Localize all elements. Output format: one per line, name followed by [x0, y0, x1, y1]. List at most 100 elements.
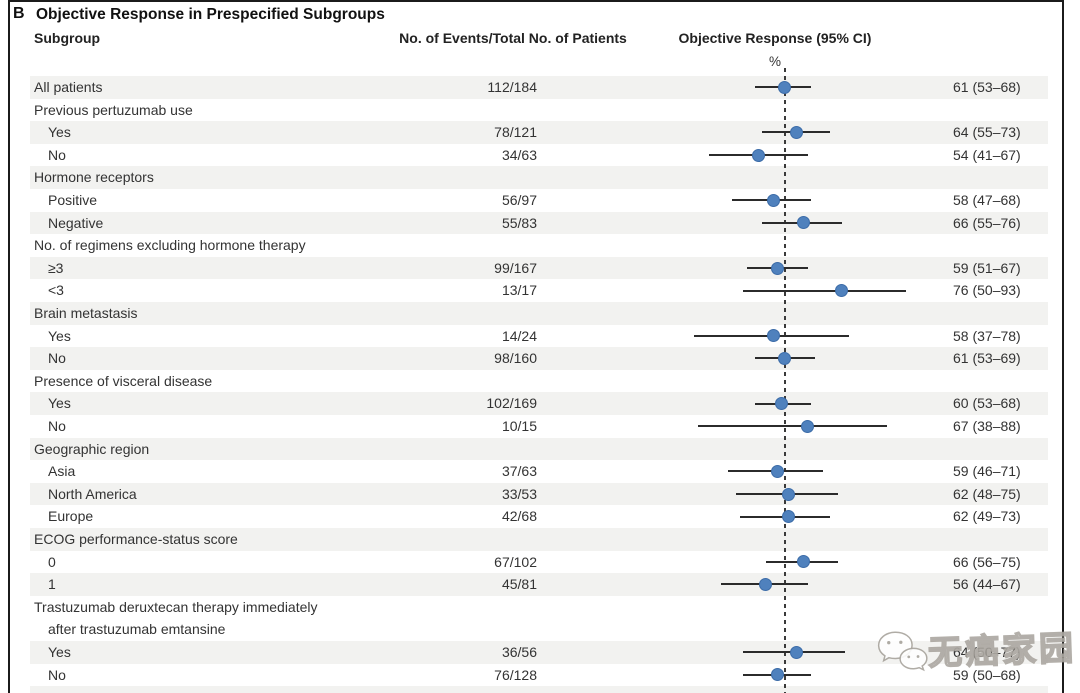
forest-row: ≥3 99/167 59 (51–67): [0, 256, 1080, 280]
row-shading: [30, 347, 1048, 370]
events-count: 14/24: [501, 327, 537, 344]
subgroup-label: Asia: [48, 463, 76, 480]
events-count: 98/160: [494, 350, 537, 367]
watermark: 无癌家园: [875, 613, 1077, 684]
subgroup-label: Trastuzumab deruxtecan therapy immediate…: [34, 598, 318, 638]
forest-row: No. of regimens excluding hormone therap…: [0, 234, 1080, 257]
figure-border-top: [8, 0, 1064, 2]
response-value: 59 (51–67): [953, 259, 1021, 276]
forest-row: Yes 102/169 60 (53–68): [0, 392, 1080, 415]
response-value: 61 (53–68): [953, 79, 1021, 95]
events-count: 55/83: [501, 214, 537, 231]
subgroup-label: Yes: [48, 644, 71, 660]
estimate-dot: [801, 419, 815, 433]
subgroup-label: All patients: [34, 79, 103, 95]
forest-row: Previous pertuzumab use: [0, 99, 1080, 122]
events-count: 45/81: [501, 576, 537, 593]
forest-row: Yes 78/121 64 (55–73): [0, 121, 1080, 144]
subgroup-label: Hormone receptors: [34, 169, 154, 186]
subgroup-label: Yes: [48, 395, 71, 412]
response-value: 54 (41–67): [953, 146, 1021, 163]
forest-row: Asia 37/63 59 (46–71): [0, 460, 1080, 483]
reference-dashed-line: [784, 68, 786, 693]
subgroup-label: Negative: [48, 214, 104, 231]
events-count: 37/63: [501, 463, 537, 480]
estimate-dot: [770, 668, 784, 682]
row-shading: [30, 437, 1048, 461]
events-count: 13/17: [501, 282, 537, 299]
forest-row: Geographic region: [0, 437, 1080, 461]
figure-border-right: [1062, 0, 1064, 693]
estimate-dot: [789, 645, 803, 659]
estimate-dot: [782, 510, 796, 524]
watermark-text: 无癌家园: [927, 628, 1078, 673]
forest-row: North America 33/53 62 (48–75): [0, 482, 1080, 506]
estimate-dot: [774, 397, 788, 411]
response-value: 59 (50–68): [953, 666, 1021, 683]
row-shading: [30, 686, 1048, 693]
response-value: 62 (49–73): [953, 508, 1021, 525]
row-shading: [30, 211, 1048, 235]
forest-row: No 10/15 67 (38–88): [0, 415, 1080, 438]
estimate-dot: [797, 216, 811, 230]
estimate-dot: [767, 193, 780, 207]
forest-row: 1 45/81 56 (44–67): [0, 573, 1080, 596]
column-header-response: Objective Response (95% CI): [678, 30, 872, 46]
column-header-events: No. of Events/Total No. of Patients: [399, 30, 627, 46]
events-count: 36/56: [501, 644, 537, 660]
events-count: 76/128: [494, 666, 537, 683]
response-value: 67 (38–88): [953, 418, 1021, 434]
estimate-dot: [767, 329, 780, 343]
estimate-dot: [835, 284, 849, 298]
events-count: 99/167: [494, 259, 537, 276]
response-value: 61 (53–69): [953, 350, 1021, 367]
response-value: 64 (50–77): [953, 644, 1021, 660]
events-count: 56/97: [501, 192, 537, 208]
response-value: 66 (55–76): [953, 214, 1021, 231]
response-value: 58 (47–68): [953, 192, 1021, 208]
subgroup-label: 1: [48, 576, 56, 593]
subgroup-label: Brain metastasis: [34, 305, 138, 321]
response-value: 58 (37–78): [953, 327, 1021, 344]
subgroup-label: No: [48, 666, 66, 683]
panel-letter: B: [13, 5, 25, 22]
figure-title: Objective Response in Prespecified Subgr…: [36, 6, 385, 23]
response-value: 62 (48–75): [953, 485, 1021, 502]
subgroup-label: Geographic region: [34, 440, 150, 457]
response-value: 60 (53–68): [953, 395, 1021, 412]
subgroup-label: Positive: [48, 192, 98, 208]
response-value: 59 (46–71): [953, 463, 1021, 480]
response-value: 64 (55–73): [953, 124, 1021, 141]
row-shading: [30, 528, 1048, 551]
events-count: 42/68: [501, 508, 537, 525]
forest-row: Yes 36/56 64 (50–77): [0, 641, 1080, 664]
column-header-subgroup: Subgroup: [34, 30, 101, 46]
subgroup-label: ≥3: [48, 259, 64, 276]
row-shading: [30, 166, 1048, 189]
row-shading: [30, 76, 1048, 99]
subgroup-label: Europe: [48, 508, 94, 525]
forest-row: No 76/128 59 (50–68): [0, 664, 1080, 687]
estimate-dot: [759, 577, 773, 591]
forest-row: All patients 112/184 61 (53–68): [0, 76, 1080, 99]
forest-row: Brain metastasis: [0, 302, 1080, 325]
forest-row: Presence of visceral disease: [0, 370, 1080, 393]
forest-row: Trastuzumab deruxtecan therapy immediate…: [0, 596, 1080, 641]
subgroup-label: No: [48, 146, 66, 163]
subgroup-label: No: [48, 418, 66, 434]
estimate-dot: [778, 80, 792, 94]
row-shading: [30, 121, 1048, 144]
forest-row: Hormone receptors: [0, 166, 1080, 189]
estimate-dot: [797, 555, 811, 569]
subgroup-label: Yes: [48, 124, 71, 141]
estimate-dot: [789, 125, 803, 139]
events-count: 34/63: [501, 146, 537, 163]
response-value: 56 (44–67): [953, 576, 1021, 593]
forest-row: Europe 42/68 62 (49–73): [0, 505, 1080, 528]
row-shading: [30, 573, 1048, 596]
estimate-dot: [778, 351, 792, 365]
estimate-dot: [751, 148, 765, 162]
wechat-icon: [877, 631, 928, 672]
events-count: 10/15: [501, 418, 537, 434]
